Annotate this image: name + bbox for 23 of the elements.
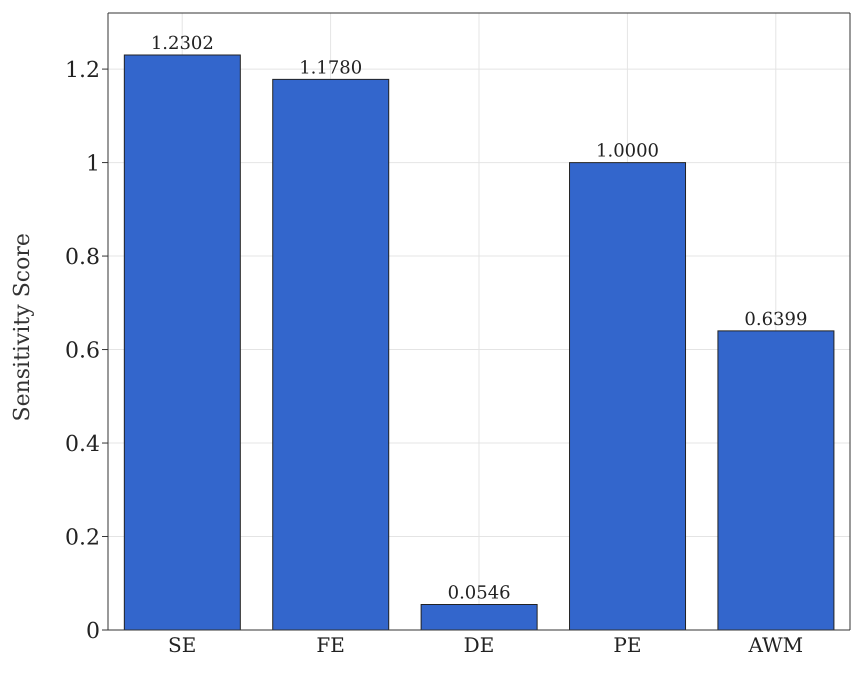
x-tick-label: PE [613, 633, 642, 658]
bar [124, 54, 241, 630]
bar [420, 604, 538, 630]
y-tick-label: 1 [86, 151, 100, 176]
y-tick-label: 0.6 [65, 338, 100, 364]
y-tick-label: 0.8 [65, 244, 100, 270]
bar [717, 330, 834, 630]
y-tick-label: 0 [86, 618, 100, 644]
y-tick-label: 1.2 [65, 58, 100, 83]
x-tick-label: FE [316, 633, 345, 658]
y-tick-label: 0.4 [65, 432, 100, 457]
data-label: 1.1780 [299, 57, 362, 78]
bar [569, 162, 686, 630]
data-label: 1.0000 [596, 140, 660, 162]
data-label: 0.6399 [744, 308, 808, 330]
x-tick-label: AWM [747, 633, 804, 658]
x-tick-label: DE [464, 633, 494, 658]
y-axis-title: Sensitivity Score [10, 233, 35, 422]
data-label: 0.0546 [448, 582, 511, 604]
x-tick-label: SE [168, 633, 196, 658]
bar [272, 78, 390, 630]
y-tick-label: 0.2 [65, 525, 100, 550]
data-label: 1.2302 [150, 32, 214, 54]
